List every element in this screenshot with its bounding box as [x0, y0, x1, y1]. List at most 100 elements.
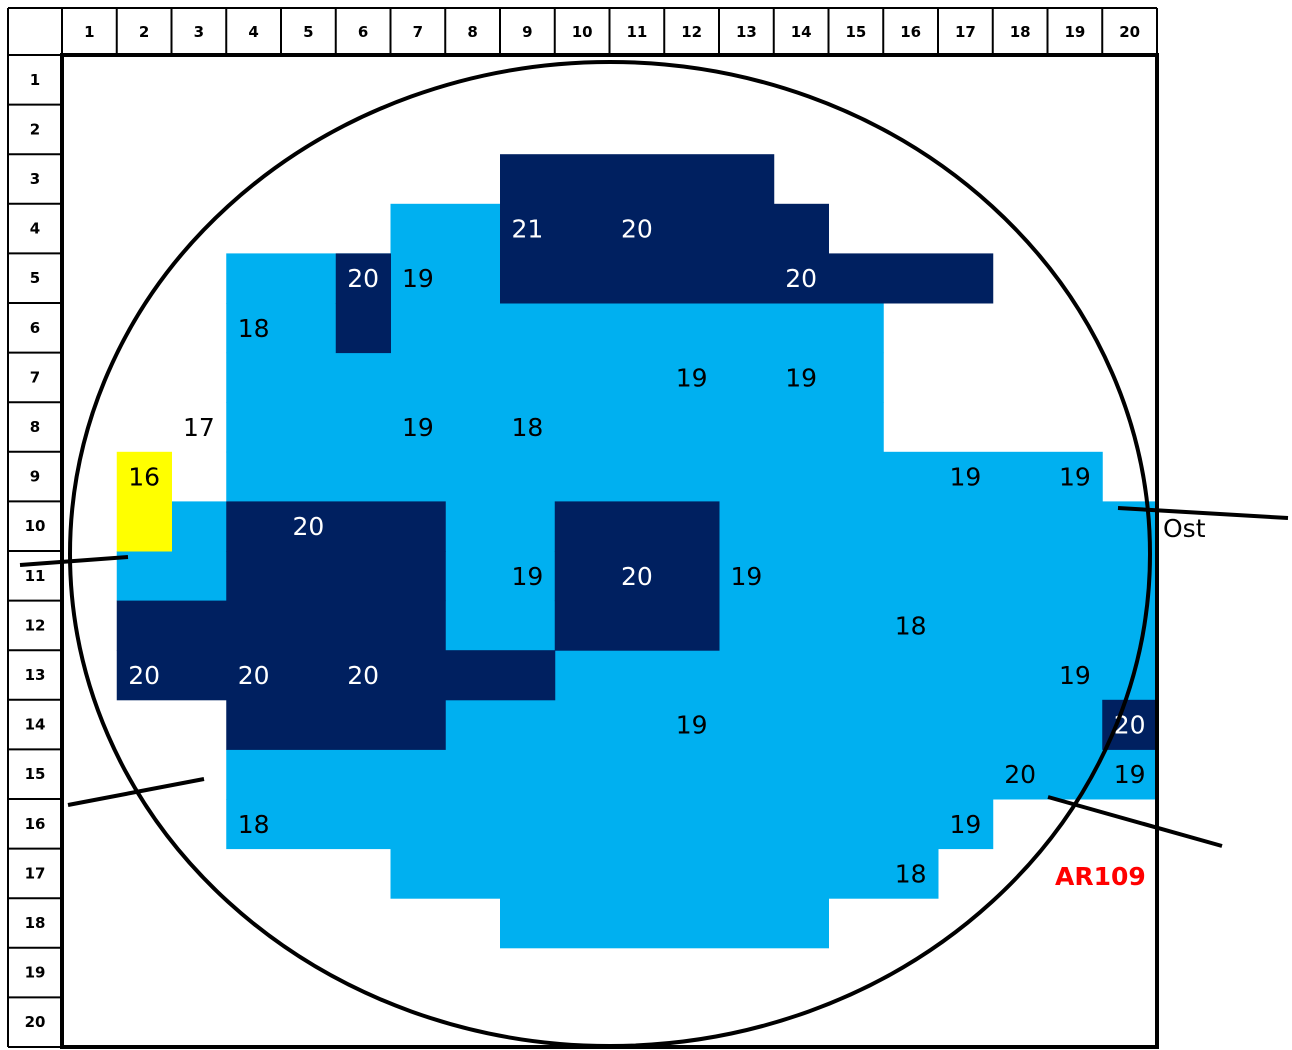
row-header: 17	[25, 864, 46, 882]
cell-value: 20	[347, 661, 379, 690]
cell-fill-yellow	[116, 451, 172, 502]
cell-fill-light	[719, 551, 1158, 602]
cell-fill-light	[390, 203, 501, 254]
column-header: 3	[194, 23, 204, 41]
cell-value: 19	[402, 413, 434, 442]
cell-fill-light	[226, 799, 994, 850]
cell-fill-dark	[226, 501, 446, 552]
cell-value: 20	[292, 512, 324, 541]
cell-fill-dark	[554, 551, 720, 602]
column-header: 13	[736, 23, 757, 41]
orientation-mark-bottom-left	[67, 777, 205, 807]
cell-fill-dark	[116, 650, 556, 701]
cell-value: 20	[785, 264, 817, 293]
cell-fill-dark	[554, 501, 720, 552]
row-header: 13	[25, 666, 46, 684]
cell-value: 19	[676, 711, 708, 740]
row-header: 3	[30, 170, 40, 188]
cell-value: 19	[402, 264, 434, 293]
column-header: 7	[413, 23, 423, 41]
cell-fill-layer	[116, 154, 1158, 949]
cell-fill-dark	[226, 551, 446, 602]
row-header: 9	[30, 468, 40, 486]
cell-fill-light	[226, 352, 884, 403]
cell-fill-light	[445, 699, 1103, 750]
cell-value: 19	[676, 363, 708, 392]
cell-value: 19	[1114, 760, 1146, 789]
cell-fill-dark	[116, 600, 446, 651]
column-header: 19	[1064, 23, 1085, 41]
cell-value: 21	[511, 215, 543, 244]
cell-value: 20	[621, 562, 653, 591]
row-header: 20	[25, 1013, 46, 1031]
orientation-mark-bottom-right	[1047, 795, 1223, 848]
cell-fill-dark	[554, 600, 720, 651]
row-header: 16	[25, 815, 46, 833]
cell-value: 19	[949, 810, 981, 839]
cell-fill-light	[226, 451, 1103, 502]
cell-fill-light	[445, 501, 556, 552]
cell-value: 18	[895, 859, 927, 888]
column-header: 17	[955, 23, 976, 41]
column-header: 11	[626, 23, 647, 41]
row-header: 4	[30, 220, 40, 238]
column-header: 4	[248, 23, 258, 41]
cell-fill-dark	[1102, 699, 1158, 750]
cell-fill-light	[390, 303, 884, 354]
cell-fill-yellow	[116, 501, 172, 552]
cell-value: 20	[621, 215, 653, 244]
column-header: 12	[681, 23, 702, 41]
cell-value: 19	[949, 463, 981, 492]
cell-value: 20	[1004, 760, 1036, 789]
cell-value: 18	[238, 810, 270, 839]
row-header: 8	[30, 418, 40, 436]
cell-fill-dark	[335, 303, 391, 354]
cell-fill-light	[226, 402, 884, 453]
row-header: 12	[25, 616, 46, 634]
row-header: 2	[30, 120, 40, 138]
orientation-label: Ost	[1163, 514, 1206, 543]
cell-value: 16	[128, 463, 160, 492]
column-header: 1	[84, 23, 94, 41]
row-header: 1	[30, 71, 40, 89]
cell-fill-light	[500, 898, 829, 949]
cell-fill-light	[116, 551, 227, 602]
row-header: 6	[30, 319, 40, 337]
cell-fill-dark	[335, 253, 391, 304]
column-header: 10	[572, 23, 593, 41]
cell-value: 18	[511, 413, 543, 442]
cell-fill-dark	[500, 253, 994, 304]
column-header: 8	[467, 23, 477, 41]
cell-fill-light	[719, 600, 1158, 651]
cell-fill-dark	[226, 699, 446, 750]
cell-values: 21 20 20 19 20 18 19 19 17 19 18 16 19 19 20 19 20 19 18 20…	[128, 215, 1145, 889]
cell-value: 20	[238, 661, 270, 690]
cell-value: 19	[785, 363, 817, 392]
cell-value: 20	[128, 661, 160, 690]
row-header: 19	[25, 964, 46, 982]
cell-fill-light	[390, 848, 939, 899]
cell-value: 19	[730, 562, 762, 591]
column-header: 14	[791, 23, 812, 41]
cell-fill-light	[445, 600, 556, 651]
cell-fill-dark	[500, 154, 775, 205]
row-header: 14	[25, 716, 46, 734]
wafer-circle	[68, 60, 1152, 1048]
orientation-mark-right	[1117, 506, 1289, 520]
column-header: 15	[845, 23, 866, 41]
wafer-id-label: AR109	[1055, 862, 1146, 891]
column-header: 16	[900, 23, 921, 41]
cell-value: 17	[183, 413, 215, 442]
column-header: 6	[358, 23, 368, 41]
column-header: 5	[303, 23, 313, 41]
column-header: 18	[1010, 23, 1031, 41]
cell-value: 18	[238, 314, 270, 343]
cell-fill-light	[226, 749, 1158, 800]
row-header: 11	[25, 567, 46, 585]
cell-value: 20	[347, 264, 379, 293]
row-header: 18	[25, 914, 46, 932]
orientation-mark-left	[19, 555, 129, 567]
cell-fill-light	[719, 501, 1158, 552]
cell-value: 18	[895, 611, 927, 640]
